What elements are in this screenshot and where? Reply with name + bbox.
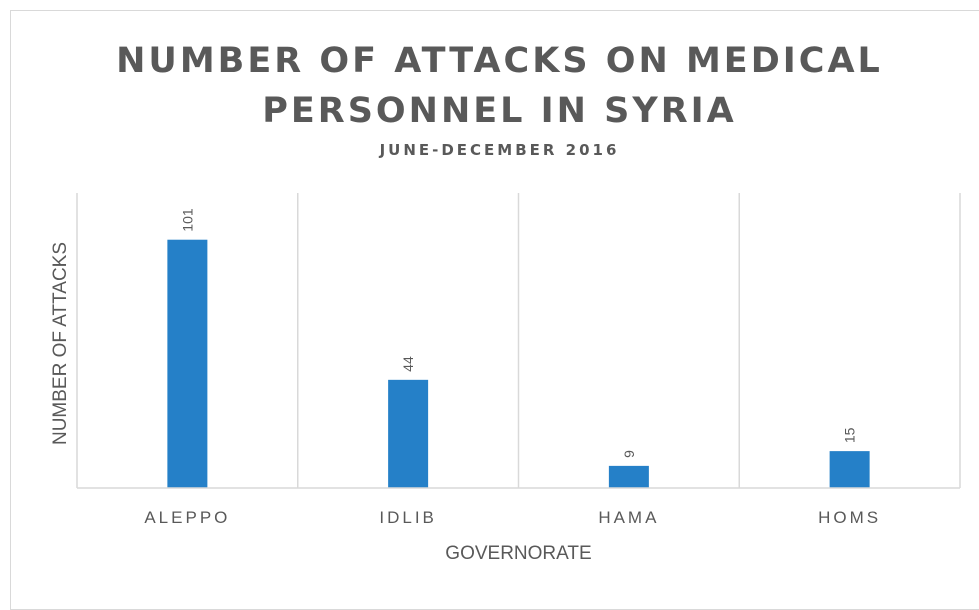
x-tick-label-hama: HAMA <box>598 508 659 527</box>
chart-title: NUMBER OF ATTACKS ON MEDICAL PERSONNEL I… <box>116 41 883 131</box>
bar-idlib <box>388 379 429 488</box>
bar-homs <box>829 451 870 488</box>
bar-aleppo <box>167 239 208 488</box>
data-label-aleppo: 101 <box>179 208 195 232</box>
data-label-idlib: 44 <box>400 356 416 372</box>
x-tick-labels: ALEPPO IDLIB HAMA HOMS <box>144 508 881 527</box>
bars <box>167 239 870 488</box>
x-axis-title: GOVERNORATE <box>445 543 591 564</box>
data-label-homs: 15 <box>842 427 858 443</box>
y-axis-title: NUMBER OF ATTACKS <box>50 242 71 445</box>
data-label-hama: 9 <box>621 450 637 458</box>
chart-subtitle: JUNE-DECEMBER 2016 <box>379 141 620 159</box>
gridlines <box>76 193 961 488</box>
x-tick-label-idlib: IDLIB <box>379 508 437 527</box>
data-labels: 101 44 9 15 <box>179 208 857 458</box>
x-tick-label-homs: HOMS <box>818 508 881 527</box>
bar-hama <box>608 465 649 488</box>
x-tick-label-aleppo: ALEPPO <box>144 508 230 527</box>
bar-chart: 101 44 9 15 ALEPPO IDLIB HAMA HOMS GOVERNORATE… <box>50 193 961 564</box>
